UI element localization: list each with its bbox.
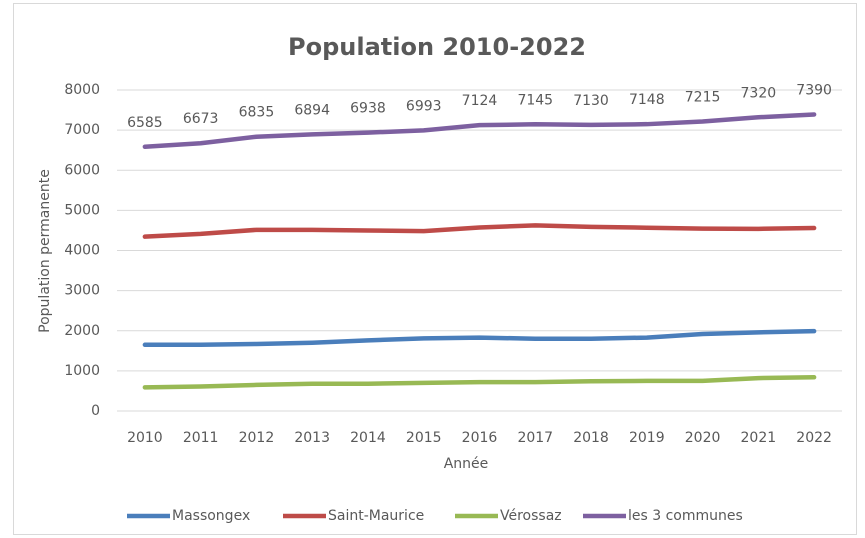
data-label: 6673 — [183, 111, 219, 127]
x-tick-label: 2013 — [294, 430, 330, 446]
legend-label: Vérossaz — [500, 508, 562, 524]
chart-frame — [13, 3, 857, 535]
series-line — [142, 375, 817, 390]
x-tick-label: 2010 — [127, 430, 163, 446]
x-tick-label: 2017 — [517, 430, 553, 446]
x-tick-label: 2020 — [685, 430, 721, 446]
data-label: 6938 — [350, 101, 386, 117]
data-label: 7148 — [629, 92, 665, 108]
data-label: 6835 — [239, 105, 275, 121]
y-axis-title: Population permanente — [37, 169, 53, 333]
y-tick-label: 0 — [91, 403, 100, 419]
legend-label: Saint-Maurice — [328, 508, 424, 524]
x-tick-label: 2012 — [239, 430, 275, 446]
x-tick-label: 2019 — [629, 430, 665, 446]
chart-title: Population 2010-2022 — [288, 33, 586, 61]
data-label: 7215 — [685, 89, 721, 105]
data-label: 7124 — [462, 93, 498, 109]
series-line — [142, 112, 817, 150]
legend-label: Massongex — [172, 508, 250, 524]
y-tick-label: 2000 — [64, 323, 100, 339]
x-tick-label: 2016 — [462, 430, 498, 446]
legend-label: les 3 communes — [628, 508, 743, 524]
y-tick-label: 6000 — [64, 162, 100, 178]
data-label: 7390 — [796, 82, 832, 98]
x-tick-label: 2022 — [796, 430, 832, 446]
x-tick-label: 2014 — [350, 430, 386, 446]
series-line — [142, 223, 817, 239]
data-label: 7320 — [741, 85, 777, 101]
y-tick-label: 5000 — [64, 202, 100, 218]
y-tick-label: 1000 — [64, 363, 100, 379]
y-tick-label: 8000 — [64, 82, 100, 98]
x-axis-title: Année — [444, 456, 489, 472]
y-tick-label: 4000 — [64, 243, 100, 259]
data-label: 6993 — [406, 98, 442, 114]
x-tick-label: 2011 — [183, 430, 219, 446]
x-tick-label: 2015 — [406, 430, 442, 446]
data-label: 6585 — [127, 115, 163, 131]
data-label: 6894 — [294, 102, 330, 118]
y-tick-label: 7000 — [64, 122, 100, 138]
series-line — [142, 328, 817, 348]
data-label: 7145 — [517, 92, 553, 108]
x-tick-label: 2018 — [573, 430, 609, 446]
y-tick-label: 3000 — [64, 283, 100, 299]
x-tick-label: 2021 — [741, 430, 777, 446]
data-label: 7130 — [573, 93, 609, 109]
